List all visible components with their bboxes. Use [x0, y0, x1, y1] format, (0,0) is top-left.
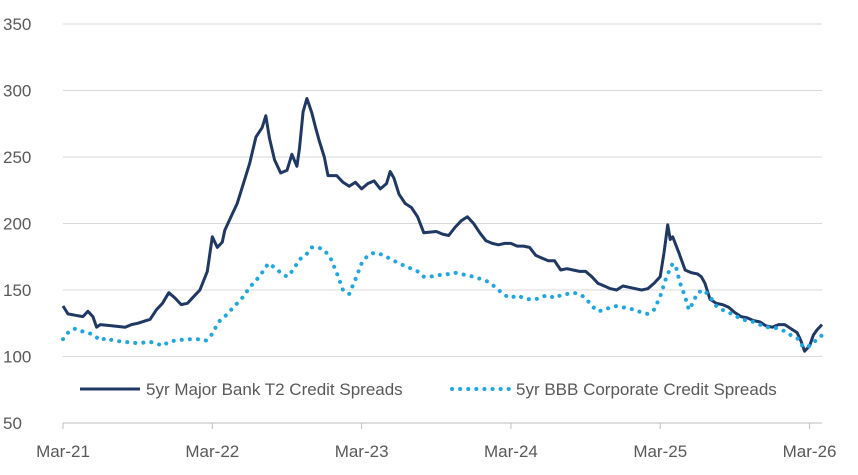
gridlines: [63, 23, 822, 357]
x-tick-label: Mar-24: [484, 442, 538, 461]
series-line-bbb-corporate: [61, 245, 824, 350]
x-tick-label: Mar-22: [185, 442, 239, 461]
x-tick-label: Mar-26: [783, 442, 837, 461]
y-tick-label: 350: [3, 15, 31, 34]
series-layer: [61, 97, 824, 353]
x-axis: Mar-21 Mar-22 Mar-23 Mar-24 Mar-25 Mar-26: [36, 423, 836, 461]
y-axis: 50 100 150 200 250 300 350: [3, 15, 31, 433]
series-line-major-bank-t2: [61, 97, 824, 353]
y-tick-label: 250: [3, 148, 31, 167]
legend: 5yr Major Bank T2 Credit Spreads 5yr BBB …: [80, 380, 777, 399]
y-tick-label: 150: [3, 281, 31, 300]
x-tick-label: Mar-21: [36, 442, 90, 461]
y-tick-label: 50: [3, 414, 22, 433]
x-tick-label: Mar-25: [633, 442, 687, 461]
x-tick-label: Mar-23: [335, 442, 389, 461]
y-tick-label: 300: [3, 82, 31, 101]
y-tick-label: 100: [3, 348, 31, 367]
y-tick-label: 200: [3, 215, 31, 234]
legend-label-bbb-corporate: 5yr BBB Corporate Credit Spreads: [516, 380, 777, 399]
legend-label-major-bank-t2: 5yr Major Bank T2 Credit Spreads: [146, 380, 403, 399]
